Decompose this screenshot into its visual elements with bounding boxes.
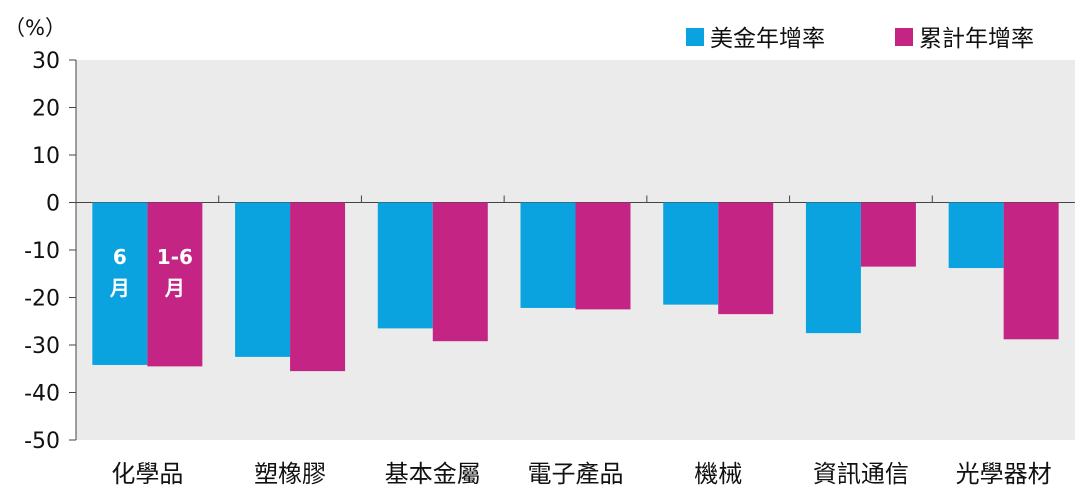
y-tick-label: -10 <box>24 239 60 264</box>
bar <box>860 202 916 267</box>
category-label: 光學器材 <box>956 460 1052 488</box>
bar-annotation-text: 6 <box>113 245 127 269</box>
bars <box>92 202 1059 372</box>
category-label: 電子產品 <box>528 460 624 488</box>
legend-swatch <box>686 28 704 46</box>
category-label: 機械 <box>694 460 742 488</box>
legend-label: 累計年增率 <box>919 26 1034 52</box>
category-label: 化學品 <box>111 460 183 488</box>
legend-swatch <box>895 28 913 46</box>
y-tick-label: -50 <box>24 429 60 454</box>
bar-annotation-text: 1-6 <box>157 245 193 269</box>
bar-annotation-text: 月 <box>164 276 185 300</box>
bar <box>235 202 291 357</box>
bar-annotation-text: 月 <box>109 276 130 300</box>
y-tick-label: 30 <box>32 49 60 74</box>
bar <box>290 202 346 372</box>
bar <box>718 202 774 315</box>
legend-label: 美金年增率 <box>710 26 825 52</box>
y-tick-label: -30 <box>24 334 60 359</box>
bar <box>1003 202 1059 340</box>
y-tick-label: 10 <box>32 144 60 169</box>
bar <box>432 202 488 342</box>
bar-annotations: 6 月 1-6 月 <box>109 245 193 300</box>
y-axis: 30 20 10 0 -10 -20 -30 -40 -50 <box>24 49 77 454</box>
bar <box>575 202 631 310</box>
category-label: 塑橡膠 <box>254 460 326 488</box>
bar <box>92 202 148 365</box>
y-tick-label: -40 <box>24 382 60 407</box>
y-tick-label: 20 <box>32 97 60 122</box>
bar <box>948 202 1004 269</box>
bar <box>377 202 433 329</box>
bar <box>520 202 576 308</box>
category-label: 資訊通信 <box>813 460 909 488</box>
category-label: 基本金屬 <box>385 460 481 488</box>
legend: 美金年增率 累計年增率 <box>686 26 1034 52</box>
bar <box>805 202 861 334</box>
y-tick-label: 0 <box>46 192 60 217</box>
bar <box>663 202 719 305</box>
bar <box>147 202 203 367</box>
y-tick-label: -20 <box>24 287 60 312</box>
y-unit-label: （%） <box>4 16 66 40</box>
